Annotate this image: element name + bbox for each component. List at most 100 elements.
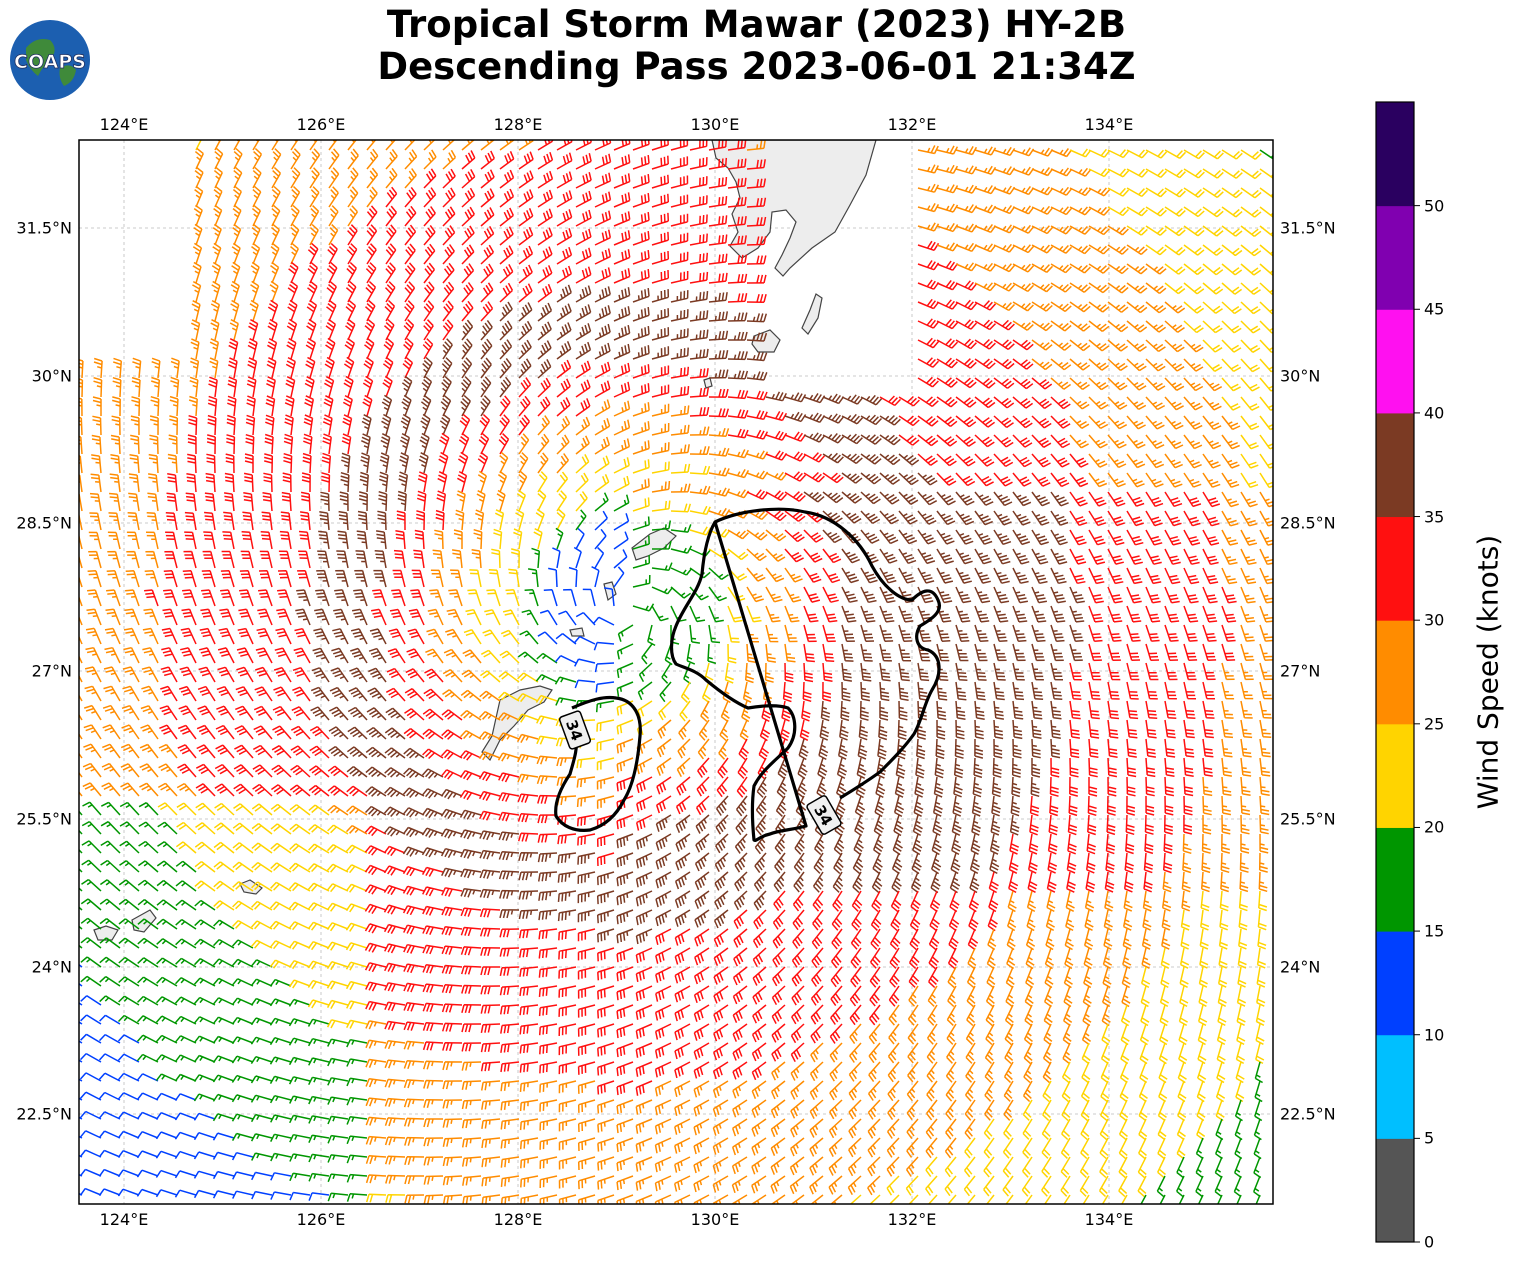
wind-barb	[209, 338, 220, 360]
wind-barb	[955, 242, 978, 252]
wind-barb	[1126, 149, 1149, 159]
wind-barb	[298, 530, 311, 550]
wind-barb	[384, 281, 396, 303]
wind-barb	[1050, 282, 1072, 293]
wind-barb	[597, 1156, 615, 1171]
wind-barb	[993, 319, 1015, 331]
wind-barb	[1007, 890, 1017, 913]
wind-barb	[527, 568, 539, 588]
wind-barb	[233, 166, 243, 189]
wind-barb	[577, 833, 596, 846]
wind-barb	[335, 569, 349, 588]
wind-barb	[632, 497, 650, 512]
wind-barb	[346, 1000, 368, 1010]
wind-barb	[406, 648, 425, 664]
wind-barb	[537, 833, 558, 843]
wind-barb	[712, 1175, 729, 1193]
wind-barb	[555, 633, 577, 645]
wind-barb	[480, 169, 495, 189]
wind-barb	[137, 937, 159, 949]
wind-barb	[403, 943, 425, 954]
wind-barb	[1197, 1042, 1207, 1065]
wind-barb	[479, 927, 501, 937]
wind-barb	[931, 833, 942, 856]
wind-barb	[613, 438, 631, 455]
wind-barb	[936, 377, 958, 388]
wind-barb	[255, 666, 273, 683]
wind-barb	[194, 899, 216, 911]
wind-barb	[1259, 244, 1273, 257]
wind-barb	[383, 845, 406, 857]
wind-barb	[304, 376, 315, 398]
wind-barb	[214, 802, 235, 816]
wind-barb	[955, 262, 978, 272]
wind-barb	[518, 433, 530, 455]
wind-barb	[906, 1118, 919, 1140]
wind-barb	[138, 802, 159, 816]
wind-barb	[860, 491, 881, 505]
wind-barb	[1050, 148, 1073, 158]
wind-barb	[1088, 681, 1101, 700]
wind-barb	[83, 704, 102, 721]
wind-barb	[1195, 1156, 1204, 1179]
wind-barb	[79, 829, 83, 835]
wind-barb	[480, 263, 494, 284]
wind-barb	[1140, 1004, 1150, 1027]
wind-barb	[936, 299, 959, 310]
wind-barb	[1107, 396, 1128, 410]
wind-barb	[886, 1156, 900, 1177]
wind-barb	[346, 805, 368, 816]
wind-barb	[308, 843, 330, 854]
wind-barb	[161, 627, 178, 645]
wind-barb	[201, 589, 216, 607]
wind-barb	[887, 1061, 900, 1083]
wind-barb	[422, 748, 444, 760]
wind-barb	[1049, 795, 1059, 817]
wind-barb	[404, 1194, 425, 1204]
wind-barb	[269, 940, 292, 950]
wind-barb	[1099, 1156, 1109, 1179]
wind-barb	[974, 510, 993, 526]
wind-barb	[1088, 491, 1107, 507]
wind-barb	[828, 1118, 843, 1139]
wind-barb	[385, 205, 397, 227]
wind-barb	[809, 1061, 824, 1082]
wind-barb	[344, 337, 355, 360]
wind-barb	[552, 547, 561, 569]
wind-barb	[689, 485, 711, 495]
wind-barb	[441, 709, 463, 721]
wind-barb	[297, 569, 311, 588]
wind-barb	[422, 964, 444, 974]
wind-barb	[384, 943, 406, 954]
wind-barb	[499, 889, 520, 899]
wind-barb	[689, 271, 709, 284]
wind-barb	[974, 358, 996, 370]
wind-barb	[346, 1038, 368, 1048]
wind-barb	[727, 351, 748, 361]
wind-barb	[212, 242, 222, 265]
wind-barb	[461, 338, 473, 360]
wind-barb	[1221, 662, 1235, 681]
wind-barb	[87, 589, 102, 607]
wind-barb	[1005, 985, 1015, 1008]
wind-barb	[594, 474, 610, 493]
wind-barb	[1031, 225, 1054, 235]
wind-barb	[365, 1174, 387, 1184]
wind-barb	[984, 1042, 995, 1065]
wind-barb	[189, 376, 199, 398]
wind-barb	[632, 250, 650, 265]
wind-barb	[670, 405, 690, 417]
wind-barb	[1221, 605, 1237, 623]
wind-barb	[1126, 586, 1142, 604]
wind-barb	[651, 289, 670, 303]
wind-barb	[616, 871, 634, 887]
wind-barb	[556, 341, 572, 360]
wind-barb	[974, 586, 991, 604]
wind-barb	[1183, 453, 1202, 469]
wind-barb	[250, 1094, 273, 1103]
wind-barb	[117, 1014, 140, 1025]
wind-barb	[712, 1080, 729, 1099]
wind-barb	[231, 1074, 254, 1083]
wind-barb	[1050, 624, 1065, 642]
wind-barb	[298, 550, 311, 569]
